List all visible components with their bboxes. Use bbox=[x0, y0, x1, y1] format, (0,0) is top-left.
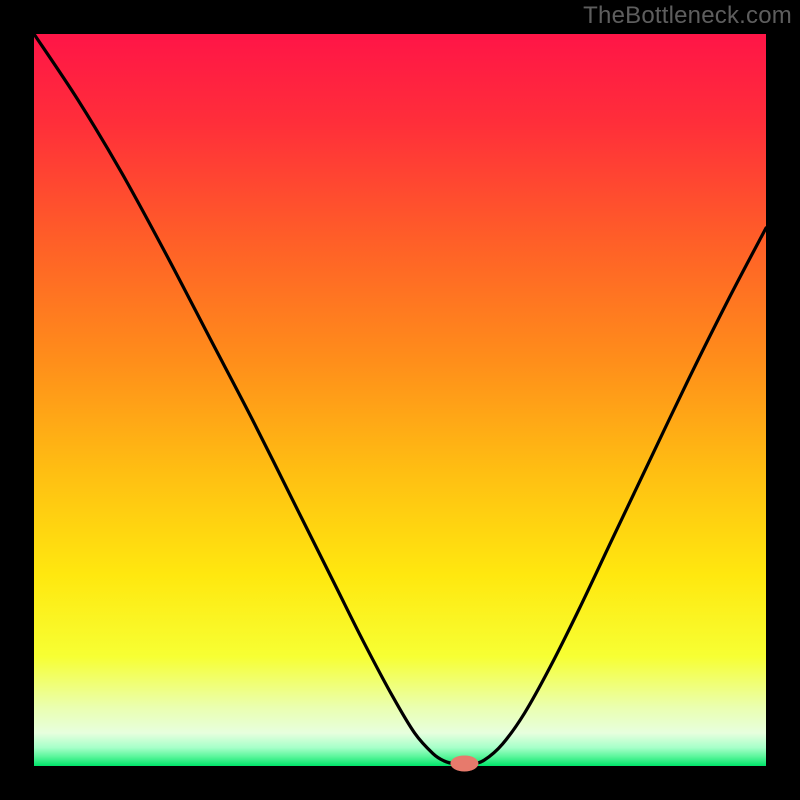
bottleneck-chart: { "watermark": { "text": "TheBottleneck.… bbox=[0, 0, 800, 800]
plot-background bbox=[34, 34, 766, 766]
optimum-marker bbox=[450, 755, 478, 771]
chart-svg bbox=[0, 0, 800, 800]
watermark-text: TheBottleneck.com bbox=[583, 2, 792, 30]
